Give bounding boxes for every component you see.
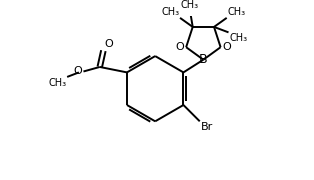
Text: CH₃: CH₃ — [228, 7, 246, 17]
Text: CH₃: CH₃ — [48, 78, 66, 88]
Text: O: O — [74, 66, 83, 76]
Text: CH₃: CH₃ — [230, 33, 247, 43]
Text: B: B — [199, 53, 208, 66]
Text: Br: Br — [201, 122, 213, 132]
Text: CH₃: CH₃ — [161, 7, 179, 17]
Text: CH₃: CH₃ — [180, 0, 198, 10]
Text: O: O — [104, 39, 113, 49]
Text: O: O — [222, 42, 231, 52]
Text: O: O — [176, 42, 184, 52]
